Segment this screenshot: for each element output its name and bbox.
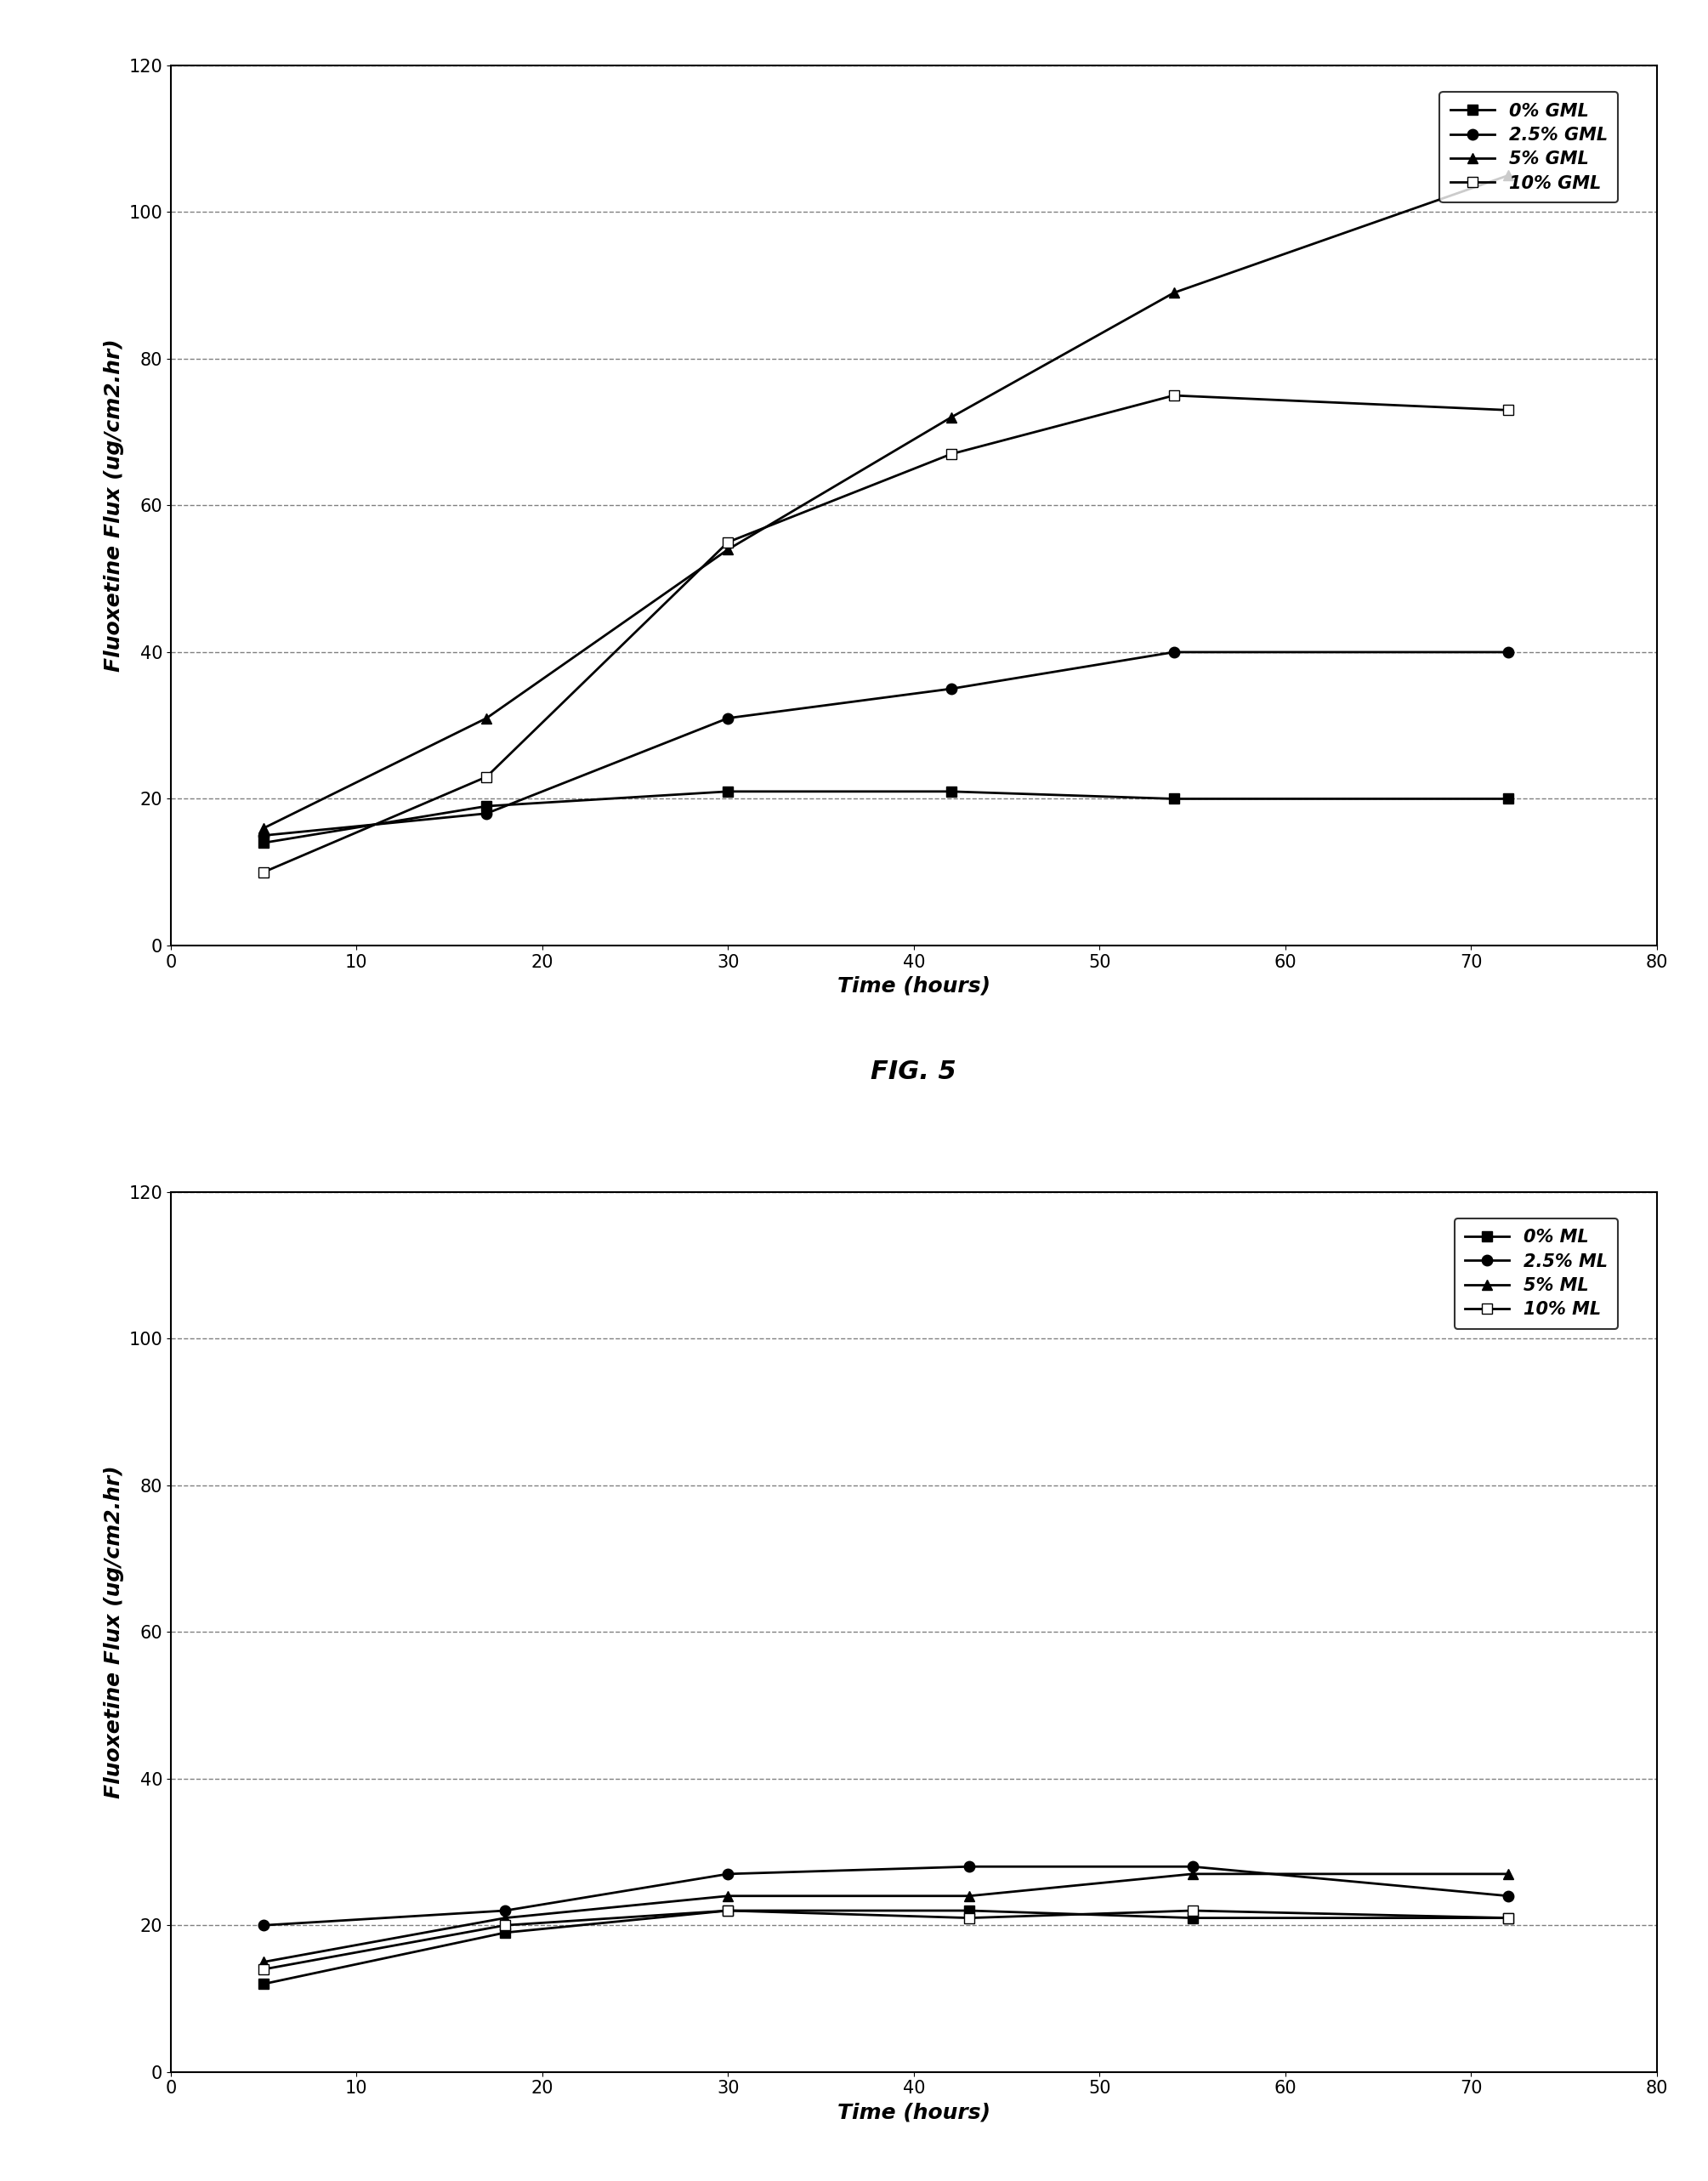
2.5% ML [253, 1913, 273, 1939]
5% GML [477, 704, 497, 731]
0% ML [495, 1919, 516, 1945]
Y-axis label: Fluoxetine Flux (ug/cm2.hr): Fluoxetine Flux (ug/cm2.hr) [104, 338, 125, 672]
2.5% ML [1498, 1882, 1518, 1908]
5% ML [717, 1882, 738, 1908]
2.5% GML [941, 676, 962, 702]
5% ML [1182, 1860, 1202, 1887]
5% ML [1498, 1860, 1518, 1887]
0% GML [1498, 785, 1518, 811]
5% GML [253, 816, 273, 842]
Line: 10% GML: 10% GML [258, 390, 1513, 877]
0% GML [717, 779, 738, 805]
0% ML [253, 1972, 273, 1998]
0% ML [1182, 1904, 1202, 1930]
10% ML [717, 1897, 738, 1924]
10% ML [495, 1913, 516, 1939]
2.5% GML [1163, 639, 1184, 665]
0% ML [960, 1897, 980, 1924]
5% GML [941, 403, 962, 430]
5% GML [717, 537, 738, 563]
Line: 2.5% ML: 2.5% ML [258, 1860, 1513, 1930]
10% ML [1498, 1904, 1518, 1930]
10% ML [253, 1956, 273, 1983]
5% GML [1498, 161, 1518, 188]
0% GML [477, 794, 497, 820]
Line: 5% GML: 5% GML [258, 170, 1513, 833]
0% GML [253, 829, 273, 855]
Line: 0% GML: 0% GML [258, 785, 1513, 848]
10% GML [717, 530, 738, 556]
2.5% ML [1182, 1854, 1202, 1880]
10% GML [1498, 397, 1518, 423]
10% ML [960, 1904, 980, 1930]
0% GML [941, 779, 962, 805]
5% ML [960, 1882, 980, 1908]
10% GML [1163, 382, 1184, 408]
Y-axis label: Fluoxetine Flux (ug/cm2.hr): Fluoxetine Flux (ug/cm2.hr) [104, 1466, 125, 1799]
10% GML [941, 441, 962, 467]
2.5% ML [495, 1897, 516, 1924]
0% GML [1163, 785, 1184, 811]
2.5% GML [717, 704, 738, 731]
5% ML [253, 1950, 273, 1976]
0% ML [1498, 1904, 1518, 1930]
Line: 10% ML: 10% ML [258, 1906, 1513, 1974]
10% GML [253, 859, 273, 885]
Legend: 0% GML, 2.5% GML, 5% GML, 10% GML: 0% GML, 2.5% GML, 5% GML, 10% GML [1440, 92, 1617, 203]
Line: 2.5% GML: 2.5% GML [258, 648, 1513, 842]
2.5% GML [477, 800, 497, 827]
2.5% GML [253, 822, 273, 848]
5% ML [495, 1904, 516, 1930]
2.5% ML [960, 1854, 980, 1880]
10% GML [477, 763, 497, 790]
Text: FIG. 5: FIG. 5 [871, 1060, 956, 1084]
Line: 0% ML: 0% ML [258, 1906, 1513, 1989]
2.5% GML [1498, 639, 1518, 665]
X-axis label: Time (hours): Time (hours) [837, 975, 991, 997]
Legend: 0% ML, 2.5% ML, 5% ML, 10% ML: 0% ML, 2.5% ML, 5% ML, 10% ML [1454, 1219, 1617, 1328]
5% GML [1163, 279, 1184, 305]
0% ML [717, 1897, 738, 1924]
X-axis label: Time (hours): Time (hours) [837, 2102, 991, 2122]
Line: 5% ML: 5% ML [258, 1869, 1513, 1967]
10% ML [1182, 1897, 1202, 1924]
2.5% ML [717, 1860, 738, 1887]
